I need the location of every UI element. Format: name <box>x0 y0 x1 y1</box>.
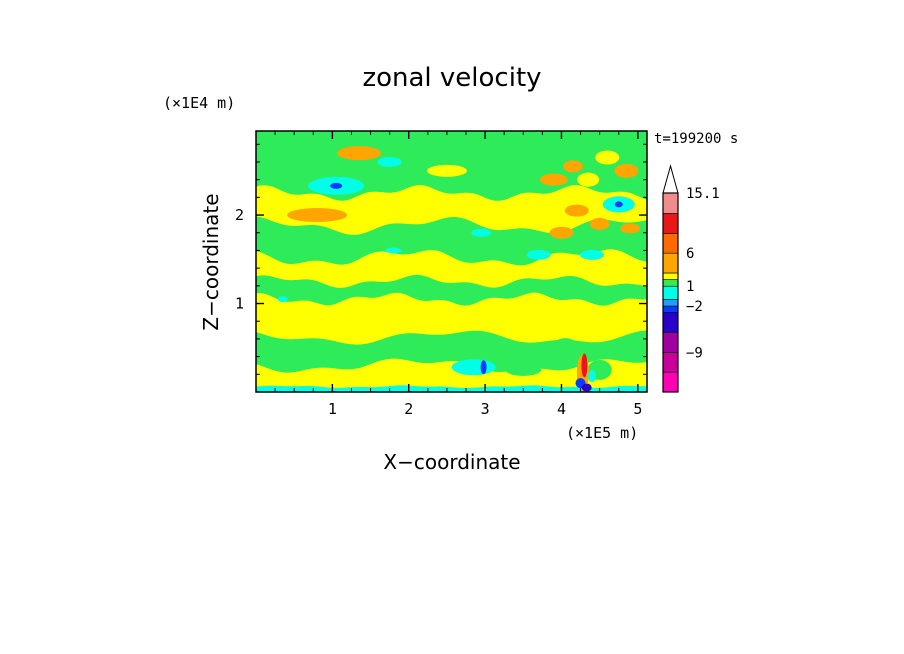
x-axis-ticks: 1 2 3 4 5 <box>274 131 642 418</box>
colorbar-segment <box>662 213 679 234</box>
colorbar-segment <box>662 305 679 313</box>
colorbar-max-arrow <box>662 164 679 194</box>
time-label: t=199200 s <box>654 131 738 147</box>
field-blob <box>549 338 582 367</box>
field-min-core <box>581 383 592 392</box>
colorbar-segment <box>662 233 679 254</box>
y-axis-label: Z−coordinate <box>199 193 223 330</box>
field-blob <box>564 204 589 217</box>
colorbar-label: 15.1 <box>686 186 720 202</box>
x-scale-label: (×1E5 m) <box>566 424 638 442</box>
field-blob <box>614 163 639 178</box>
colorbar-segment <box>662 279 679 287</box>
field-max-core <box>581 353 588 378</box>
field-blob <box>287 208 348 223</box>
colorbar-segment <box>662 352 679 373</box>
y-scale-label: (×1E4 m) <box>163 94 235 112</box>
field-band-bottom-cyan <box>256 385 647 392</box>
x-tick-label: 5 <box>633 400 642 418</box>
field-blob <box>539 173 568 186</box>
field-blob <box>505 200 550 213</box>
field-blob <box>277 296 288 303</box>
colorbar: 15.1 6 1 −2 −9 <box>662 164 720 393</box>
colorbar-frame <box>662 192 679 393</box>
field-blob <box>426 164 467 177</box>
field-blob <box>505 363 542 376</box>
x-tick-label: 4 <box>557 400 566 418</box>
field-blob <box>377 156 402 167</box>
field-blob <box>480 360 487 375</box>
field-blob <box>580 249 605 260</box>
field-blob <box>614 201 623 208</box>
field-blob <box>588 370 597 383</box>
colorbar-segment <box>662 285 679 300</box>
colorbar-segment <box>662 332 679 353</box>
field-blob <box>562 160 583 173</box>
field-blob <box>620 223 641 234</box>
field-blob <box>589 217 610 230</box>
colorbar-segment <box>662 272 679 280</box>
colorbar-label: −2 <box>686 299 703 315</box>
field-blob <box>337 146 382 161</box>
colorbar-segment <box>662 371 679 393</box>
field-band-lower-green <box>256 330 647 373</box>
field-blob <box>330 182 343 189</box>
y-axis-ticks: 12 <box>235 143 647 375</box>
field-band-green-streak <box>256 274 647 306</box>
x-tick-label: 3 <box>481 400 490 418</box>
field-blob <box>549 226 574 239</box>
colorbar-label: 6 <box>686 246 694 262</box>
field-blob <box>471 228 492 237</box>
field-blob <box>595 150 620 165</box>
field-blob <box>577 172 600 187</box>
colorbar-segment <box>662 299 679 307</box>
colorbar-segment <box>662 252 679 274</box>
colorbar-segment <box>662 312 679 333</box>
field-blob <box>451 359 496 376</box>
field-blob <box>385 247 402 254</box>
velocity-field <box>256 131 647 392</box>
colorbar-segment <box>662 192 679 214</box>
colorbar-label: −9 <box>686 345 703 361</box>
y-tick-label: 2 <box>235 206 244 224</box>
x-tick-label: 2 <box>404 400 413 418</box>
plot-frame <box>255 130 648 393</box>
x-tick-label: 1 <box>328 400 337 418</box>
chart-title: zonal velocity <box>362 63 541 93</box>
field-blob <box>526 249 551 260</box>
y-tick-label: 1 <box>235 295 244 313</box>
x-axis-label: X−coordinate <box>383 450 520 474</box>
colorbar-label: 1 <box>686 279 694 295</box>
